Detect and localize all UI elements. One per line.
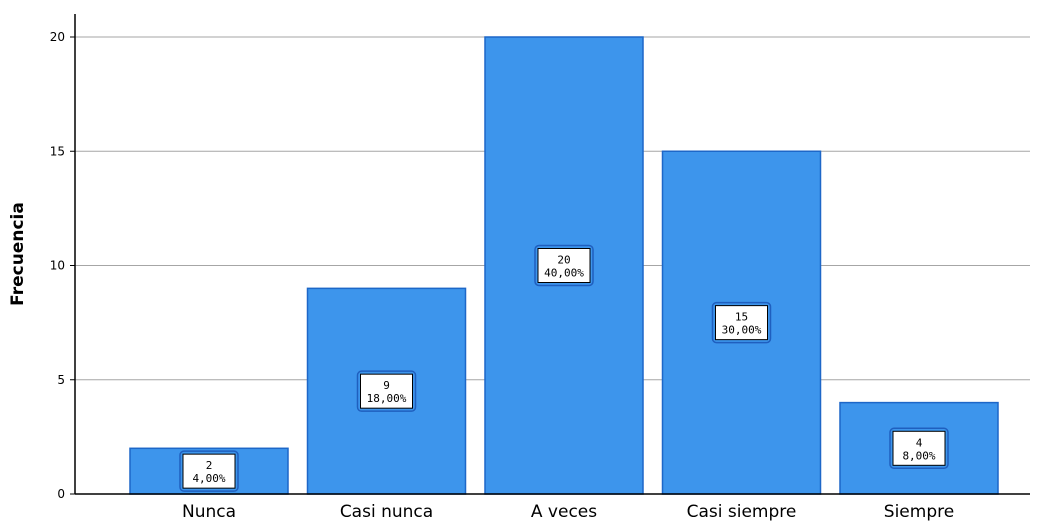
y-tick-label: 15 bbox=[50, 144, 65, 158]
y-tick-labels: 0 5 10 15 20 bbox=[50, 30, 75, 501]
y-tick-label: 20 bbox=[50, 30, 65, 44]
x-tick-labels: Nunca Casi nunca A veces Casi siempre Siempr… bbox=[182, 502, 954, 521]
data-label-percent: 4,00% bbox=[192, 472, 225, 485]
data-label-percent: 8,00% bbox=[902, 449, 935, 462]
y-tick-label: 5 bbox=[57, 373, 65, 387]
data-label-count: 9 bbox=[383, 379, 390, 392]
data-label-box bbox=[715, 305, 768, 341]
data-label-box bbox=[892, 430, 946, 466]
x-tick-label: Nunca bbox=[182, 502, 236, 521]
data-label-box bbox=[182, 453, 236, 489]
data-label-count: 2 bbox=[206, 459, 213, 472]
data-label-box bbox=[360, 373, 413, 409]
data-label-percent: 40,00% bbox=[544, 267, 584, 280]
x-tick-label: Siempre bbox=[884, 502, 954, 521]
x-tick-label: Casi nunca bbox=[340, 502, 433, 521]
data-label-count: 4 bbox=[916, 436, 923, 449]
data-label-count: 15 bbox=[735, 311, 748, 324]
x-tick-label: A veces bbox=[531, 502, 597, 521]
axes bbox=[74, 14, 1030, 495]
data-label-percent: 30,00% bbox=[722, 324, 762, 337]
data-label-percent: 18,00% bbox=[367, 392, 407, 405]
y-tick-label: 10 bbox=[50, 259, 65, 273]
data-label-box bbox=[537, 248, 591, 283]
data-label-count: 20 bbox=[557, 254, 570, 267]
x-tick-label: Casi siempre bbox=[687, 502, 797, 521]
y-tick-label: 0 bbox=[57, 487, 65, 501]
y-axis-title: Frecuencia bbox=[8, 202, 28, 306]
